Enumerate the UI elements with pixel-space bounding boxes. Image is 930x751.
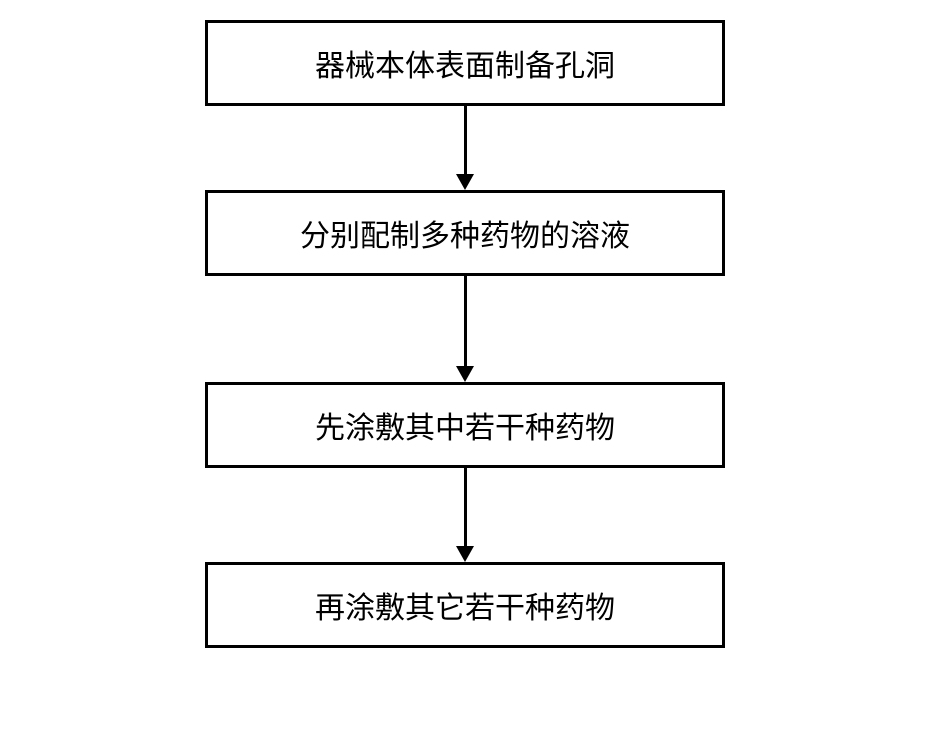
arrow-head-icon	[456, 546, 474, 562]
flow-arrow-1	[456, 106, 474, 190]
arrow-head-icon	[456, 366, 474, 382]
arrow-line	[464, 468, 467, 546]
arrow-head-icon	[456, 174, 474, 190]
flow-step-2-label: 分别配制多种药物的溶液	[236, 211, 694, 255]
flow-arrow-3	[456, 468, 474, 562]
flow-step-2: 分别配制多种药物的溶液	[205, 190, 725, 276]
flow-arrow-2	[456, 276, 474, 382]
flow-step-3-label: 先涂敷其中若干种药物	[236, 403, 694, 447]
arrow-line	[464, 106, 467, 174]
flow-step-1: 器械本体表面制备孔洞	[205, 20, 725, 106]
flow-step-3: 先涂敷其中若干种药物	[205, 382, 725, 468]
arrow-line	[464, 276, 467, 366]
flowchart-container: 器械本体表面制备孔洞 分别配制多种药物的溶液 先涂敷其中若干种药物 再涂敷其它若…	[205, 20, 725, 648]
flow-step-1-label: 器械本体表面制备孔洞	[236, 41, 694, 85]
flow-step-4-label: 再涂敷其它若干种药物	[236, 583, 694, 627]
flow-step-4: 再涂敷其它若干种药物	[205, 562, 725, 648]
